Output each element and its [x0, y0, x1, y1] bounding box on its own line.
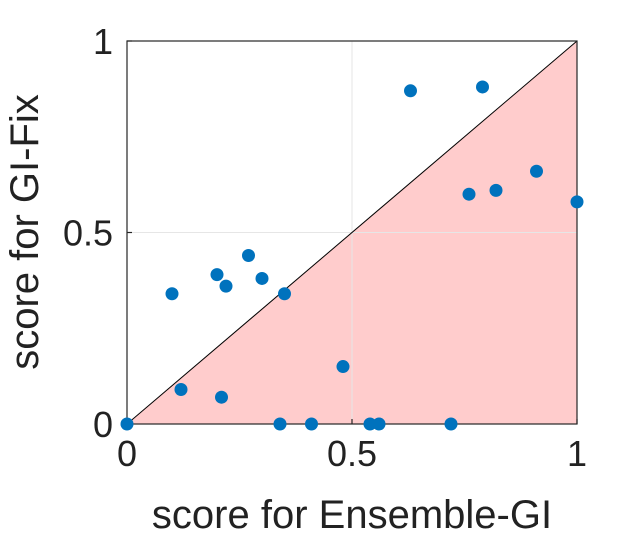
diagonal-line: [126, 40, 578, 425]
data-point: [215, 390, 228, 404]
data-point: [219, 279, 233, 293]
data-point: [404, 84, 417, 98]
data-point: [255, 271, 269, 285]
y-axis-ticks: 00.51: [63, 21, 132, 445]
x-axis-title: score for Ensemble-GI: [152, 493, 552, 537]
data-point: [278, 287, 291, 301]
data-point: [242, 248, 255, 262]
data-point: [305, 417, 318, 431]
data-point: [462, 187, 476, 201]
data-point: [336, 360, 350, 374]
data-point: [363, 417, 377, 431]
data-point: [372, 417, 386, 431]
data-point: [530, 164, 543, 178]
data-point: [570, 195, 584, 209]
data-point: [165, 287, 179, 301]
x-tick-label: 0.5: [327, 433, 377, 474]
x-tick-label: 0: [117, 433, 137, 474]
x-tick-label: 1: [567, 433, 587, 474]
data-points: [120, 80, 584, 431]
data-point: [489, 183, 503, 197]
y-tick-label: 0: [93, 404, 113, 445]
y-tick-label: 1: [93, 21, 113, 62]
data-point: [476, 80, 489, 94]
y-axis-title: score for GI-Fix: [3, 94, 47, 370]
data-point: [210, 268, 224, 282]
data-point: [444, 417, 458, 431]
y-tick-label: 0.5: [63, 213, 113, 254]
data-point: [120, 417, 134, 431]
data-point: [174, 383, 188, 397]
x-axis-ticks: 0 0.5 1: [117, 419, 587, 474]
data-point: [273, 417, 287, 431]
